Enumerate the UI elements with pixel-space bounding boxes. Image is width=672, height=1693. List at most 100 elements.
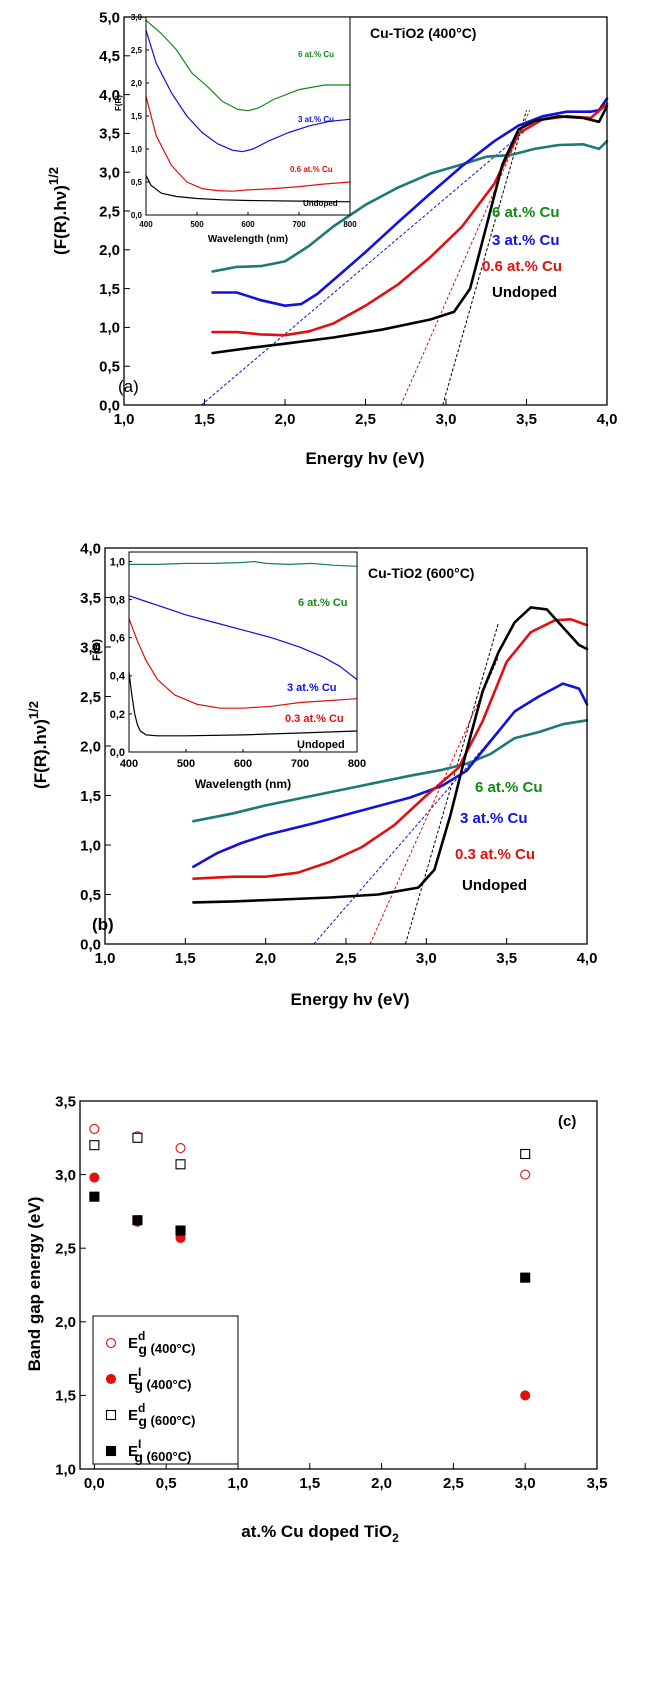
panel-c-ytick-label: 2,5 [55, 1240, 76, 1257]
panel-b-inset-xtick-label: 600 [234, 758, 252, 770]
panel-a-series-line-1 [211, 139, 609, 273]
panel-c-legend-label-3: Ed g (600°C) [128, 1401, 195, 1429]
panel-a-ytick-label: 3,0 [99, 164, 120, 181]
panel-a-xtick-label: 3,5 [516, 411, 537, 428]
panel-b-frame [104, 547, 588, 945]
panel-c-point-s1 [89, 1123, 100, 1135]
panel-a-inset-series-line-4 [145, 174, 351, 203]
panel-a-ticks: 1,0 1,5 2,0 2,5 3,0 3,5 4,0 0,0 0,5 1,0 1,5 2,0 2,5 3… [99, 9, 617, 428]
panel-b-inset-series-line-3 [128, 618, 358, 709]
panel-a-tangent-3 [442, 109, 527, 406]
panel-b-inset-label-3: 0.3 at.% Cu [285, 713, 344, 725]
panel-b-inset-ytick-label: 0,8 [110, 594, 125, 606]
panel-b-inset-xtick-label: 500 [177, 758, 195, 770]
panel-a-tangent-2 [400, 109, 531, 406]
panel-b-inset-xlabel: Wavelength (nm) [195, 777, 291, 791]
panel-a-inset-label-1: 6 at.% Cu [298, 50, 334, 59]
panel-b-inset-ytick-label: 0,2 [110, 709, 125, 721]
panel-b-tangent-1 [313, 720, 508, 945]
panel-b-ytick-label: 1,5 [80, 788, 101, 805]
panel-a-xtick-label: 4,0 [597, 411, 618, 428]
panel-c-ytick-label: 1,5 [55, 1388, 76, 1405]
panel-a-inset-ytick-label: 1,0 [131, 145, 143, 154]
panel-a-ytick-label: 0,0 [99, 397, 120, 414]
panel-c-ylabel: Band gap energy (eV) [25, 1197, 44, 1372]
panel-a-inset-series [145, 19, 351, 203]
panel-a-inset-series-line-3 [145, 95, 351, 192]
panel-b-series-line-4 [192, 606, 589, 904]
panel-a-inset-ylabel: F(R) [114, 95, 123, 111]
panel-a-ytick-label: 3,5 [99, 126, 120, 143]
panel-a: 1,0 1,5 2,0 2,5 3,0 3,5 4,0 0,0 0,5 1,0 1,5 2,0 2,5 3… [46, 9, 617, 468]
panel-a-series-label-1: 6 at.% Cu [492, 204, 560, 221]
panel-b-inset-series-line-1 [128, 560, 358, 567]
panel-a-series-label-2: 3 at.% Cu [492, 232, 560, 249]
panel-a-ytick-label: 1,5 [99, 281, 120, 298]
panel-a-series-line-4 [211, 104, 609, 355]
panel-b-label: (b) [92, 915, 114, 934]
panel-b-inset-ytick-label: 1,0 [110, 556, 125, 568]
panel-c-point-s3 [132, 1132, 143, 1143]
panel-a-inset-ytick-label: 0,5 [131, 178, 143, 187]
panel-a-inset-ytick-label: 2,5 [131, 46, 143, 55]
panel-b-ytick-label: 0,5 [80, 887, 101, 904]
panel-b-tangent-3 [404, 622, 500, 945]
panel-a-inset-series-line-1 [145, 19, 351, 112]
panel-b-ytick-label: 1,0 [80, 837, 101, 854]
panel-b-inset-ylabel: F(R) [91, 639, 103, 661]
panel-b-inset-xtick-label: 700 [291, 758, 309, 770]
panel-c-ytick-label: 3,5 [55, 1093, 76, 1110]
panel-b-xtick-label: 2,5 [336, 950, 357, 967]
panel-b-inset-ytick-label: 0,6 [110, 633, 125, 645]
panel-a-inset-xtick-label: 800 [343, 220, 357, 229]
panel-b-xtick-label: 1,0 [95, 950, 116, 967]
panel-c-legend-items: Ed g (400°C) EI g (400°C) Ed g (600°C) EI g (60… [105, 1329, 195, 1465]
panel-c-ticks: 0,0 0,5 1,0 1,5 2,0 2,5 3,0 3,5 1,0 1,5 2,0 2,5 3,0 3… [55, 1093, 607, 1492]
panel-b-series-label-1: 6 at.% Cu [475, 779, 543, 796]
panel-a-tangents [200, 109, 531, 406]
panel-a-inset-ticks: 400 500 600 700 800 0,0 0,5 1,0 1,5 2,0 2,5 3,0 [131, 13, 357, 229]
panel-b-inset-label-1: 6 at.% Cu [298, 597, 348, 609]
panel-a-ytick-label: 2,5 [99, 203, 120, 220]
panel-a-inset-xtick-label: 700 [292, 220, 306, 229]
panel-b-xtick-label: 4,0 [577, 950, 598, 967]
panel-b-series-label-3: 0.3 at.% Cu [455, 846, 535, 863]
panel-c-xtick-label: 1,0 [228, 1475, 249, 1492]
panel-c-xtick-label: 3,0 [515, 1475, 536, 1492]
panel-a-inset-ytick-label: 2,0 [131, 79, 143, 88]
panel-c-point-s4 [520, 1272, 531, 1283]
panel-b-inset-ytick-label: 0,4 [110, 671, 126, 683]
panel-b-tangents [313, 622, 508, 945]
panel-a-ytick-label: 1,0 [99, 320, 120, 337]
panel-c-xtick-label: 0,0 [84, 1475, 105, 1492]
panel-c-xtick-label: 3,5 [587, 1475, 608, 1492]
panel-b-ytick-label: 3,0 [80, 639, 101, 656]
panel-c-legend-marker-1 [105, 1337, 117, 1349]
panel-b-ytick-label: 0,0 [80, 936, 101, 953]
panel-c-ytick-label: 2,0 [55, 1314, 76, 1331]
panel-a-inset-label-2: 3 at.% Cu [298, 115, 334, 124]
panel-b-series-line-1 [192, 719, 589, 823]
panel-b-series-line-2 [192, 682, 589, 869]
panel-a-inset-label-3: 0.6 at.% Cu [290, 165, 333, 174]
panel-b-xtick-label: 2,0 [255, 950, 276, 967]
panel-c-legend-marker-2 [105, 1373, 117, 1385]
panel-b-series-label-2: 3 at.% Cu [460, 810, 528, 827]
panel-a-inset-xtick-label: 500 [190, 220, 204, 229]
panel-b-inset-xtick-label: 800 [348, 758, 366, 770]
panel-c-point-s3 [175, 1159, 186, 1170]
panel-c-legend-label-1: Ed g (400°C) [128, 1329, 195, 1357]
panel-c-xtick-label: 1,5 [299, 1475, 320, 1492]
panel-a-tangent-1 [200, 129, 527, 406]
panel-a-ytick-label: 0,5 [99, 358, 120, 375]
panel-b-inset-series [128, 560, 358, 737]
panel-c-point-s4 [89, 1191, 100, 1202]
panel-a-ytick-label: 5,0 [99, 9, 120, 26]
panel-c-xtick-label: 2,0 [371, 1475, 392, 1492]
panel-c-point-s2 [89, 1172, 100, 1183]
panel-c-xlabel: at.% Cu doped TiO2 [241, 1522, 399, 1545]
panel-b-series-line-3 [192, 618, 589, 880]
panel-a-inset-xtick-label: 600 [241, 220, 255, 229]
panel-a-inset-ytick-label: 1,5 [131, 112, 143, 121]
panel-a-xtick-label: 2,0 [275, 411, 296, 428]
